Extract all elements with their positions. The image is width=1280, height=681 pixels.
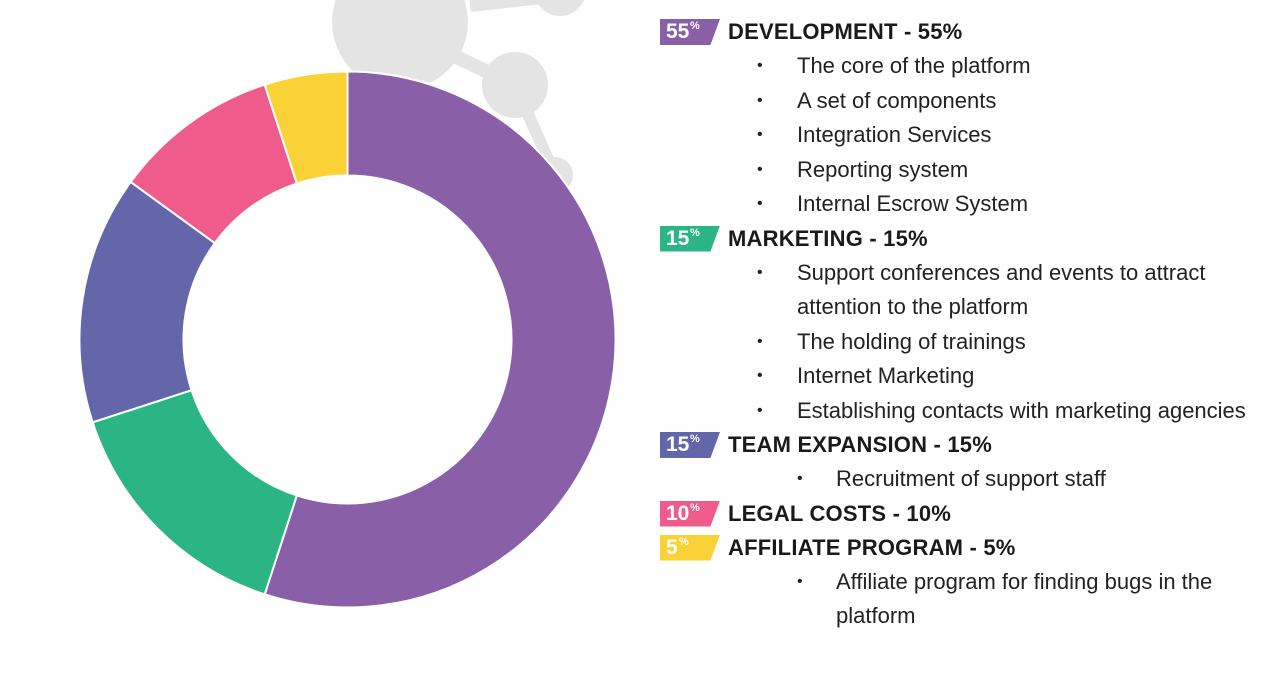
legend-bullet-text: Support conferences and events to attrac… — [797, 259, 1206, 320]
percent-badge-suffix: % — [690, 226, 700, 239]
legend-header: 5 % AFFILIATE PROGRAM - 5% — [660, 531, 1260, 565]
legend-bullet-text: Reporting system — [797, 156, 969, 182]
legend-item-team-expansion: 15 % TEAM EXPANSION - 15% • Recruitment … — [660, 428, 1260, 497]
donut-slice-development — [263, 70, 617, 609]
donut-chart — [78, 70, 617, 609]
legend-bullet-text: The core of the platform — [797, 53, 1031, 78]
percent-badge-suffix: % — [690, 433, 700, 445]
bullet-dot-icon: • — [757, 401, 763, 419]
percent-badge-number: 55 — [666, 20, 690, 43]
legend-bullet-text: Integration Services — [797, 122, 992, 147]
legend-bullet-item: • The core of the platform — [660, 49, 1260, 84]
legend-bullet-item: • Reporting system — [660, 153, 1260, 188]
legend-item-development: 55 % DEVELOPMENT - 55% • The core of the… — [660, 15, 1260, 222]
legend-item-marketing: 15 % MARKETING - 15% • Support conferenc… — [660, 222, 1260, 429]
legend-title: AFFILIATE PROGRAM - 5% — [728, 534, 1016, 560]
bullet-dot-icon: • — [757, 332, 763, 350]
bullet-dot-icon: • — [757, 195, 763, 212]
donut-slice-marketing — [91, 388, 299, 596]
legend-bullet-item: • The holding of trainings — [660, 325, 1260, 360]
legend-bullet-text: Internet Marketing — [797, 363, 975, 388]
bullet-dot-icon: • — [757, 57, 763, 74]
legend-bullet-text: Affiliate program for finding bugs in th… — [836, 568, 1213, 629]
legend-bullet-item: • Recruitment of support staff — [660, 462, 1260, 497]
legend-item-legal-costs: 10 % LEGAL COSTS - 10% — [660, 497, 1260, 531]
bullet-dot-icon: • — [757, 126, 763, 143]
legend-header: 55 % DEVELOPMENT - 55% — [660, 15, 1260, 49]
molecule-shape — [332, 0, 584, 193]
percent-badge-number: 15 — [666, 226, 690, 250]
legend-bullet-list: • The core of the platform • A set of co… — [660, 49, 1260, 222]
legend-title: LEGAL COSTS - 10% — [728, 500, 952, 526]
bullet-dot-icon: • — [757, 263, 763, 281]
donut-slice-affiliate-program — [263, 70, 349, 185]
percent-badge: 55 % — [660, 19, 720, 45]
bullet-dot-icon: • — [797, 572, 803, 590]
bullet-dot-icon: • — [757, 160, 763, 178]
legend-bullet-list: • Support conferences and events to attr… — [660, 256, 1260, 429]
legend-bullet-text: Recruitment of support staff — [836, 466, 1106, 491]
legend-bullet-item: • Integration Services — [660, 118, 1260, 153]
percent-badge-suffix: % — [690, 501, 700, 514]
percent-badge-suffix: % — [690, 20, 700, 32]
percent-badge-number: 15 — [666, 433, 690, 456]
bullet-dot-icon: • — [797, 470, 803, 487]
legend-header: 15 % MARKETING - 15% — [660, 222, 1260, 256]
legend-bullet-item: • Establishing contacts with marketing a… — [660, 394, 1260, 429]
legend-bullet-text: Establishing contacts with marketing age… — [797, 397, 1246, 423]
percent-badge: 5 % — [660, 534, 720, 561]
legend-bullet-text: The holding of trainings — [797, 328, 1026, 354]
legend-bullet-item: • Internet Marketing — [660, 359, 1260, 394]
legend-bullet-list: • Affiliate program for finding bugs in … — [660, 565, 1260, 634]
percent-badge: 10 % — [660, 500, 720, 527]
percent-badge: 15 % — [660, 432, 720, 458]
legend-bullet-list: • Recruitment of support staff — [660, 462, 1260, 497]
legend-title: DEVELOPMENT - 55% — [728, 19, 963, 44]
bullet-dot-icon: • — [757, 91, 763, 109]
bullet-dot-icon: • — [757, 367, 763, 384]
legend-title: TEAM EXPANSION - 15% — [728, 432, 992, 457]
legend-bullet-item: • A set of components — [660, 84, 1260, 119]
legend-item-affiliate-program: 5 % AFFILIATE PROGRAM - 5% • Affiliate p… — [660, 531, 1260, 634]
legend-bullet-item: • Internal Escrow System — [660, 187, 1260, 222]
legend-bullet-item: • Support conferences and events to attr… — [660, 256, 1260, 325]
legend-bullet-item: • Affiliate program for finding bugs in … — [660, 565, 1260, 634]
legend-title: MARKETING - 15% — [728, 225, 928, 251]
chart-legend: 55 % DEVELOPMENT - 55% • The core of the… — [660, 15, 1260, 634]
percent-badge-suffix: % — [679, 535, 689, 548]
legend-header: 15 % TEAM EXPANSION - 15% — [660, 428, 1260, 462]
percent-badge-number: 5 — [666, 535, 678, 559]
percent-badge: 15 % — [660, 225, 720, 252]
legend-header: 10 % LEGAL COSTS - 10% — [660, 497, 1260, 531]
percent-badge-number: 10 — [666, 501, 690, 525]
legend-bullet-text: Internal Escrow System — [797, 191, 1029, 216]
legend-bullet-text: A set of components — [797, 87, 997, 113]
